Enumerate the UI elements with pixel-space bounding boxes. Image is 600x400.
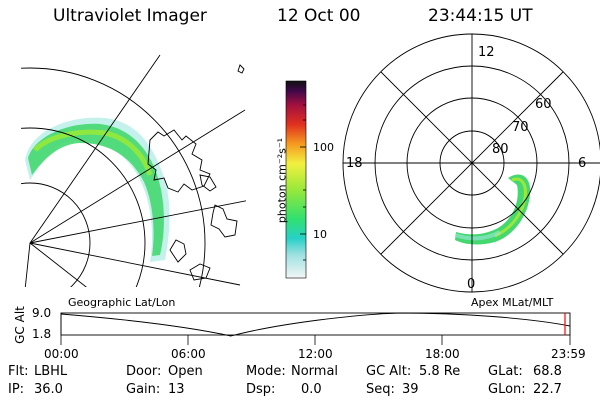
status-dsp-label: Dsp: xyxy=(246,382,276,397)
status-mode-value: Normal xyxy=(291,364,339,379)
status-glon-value: 22.7 xyxy=(533,382,562,397)
status-ip-label: IP: xyxy=(8,382,25,397)
status-glat-value: 68.8 xyxy=(533,364,562,379)
time-tick-2359: 23:59 xyxy=(551,347,586,361)
time-tick-1800: 18:00 xyxy=(425,347,460,361)
status-glat-label: GLat: xyxy=(488,364,523,379)
polar-mlt-plot xyxy=(342,33,600,293)
geographic-caption: Geographic Lat/Lon xyxy=(68,296,176,309)
magnetic-caption: Apex MLat/MLT xyxy=(471,296,554,309)
status-gcalt-label: GC Alt: xyxy=(366,364,412,379)
time-tick-0000: 00:00 xyxy=(44,347,79,361)
status-mode-label: Mode: xyxy=(246,364,286,379)
colorbar-unit-label: photon cm⁻²s⁻¹ xyxy=(275,137,289,224)
instrument-title: Ultraviolet Imager xyxy=(53,6,207,26)
status-filter-value: LBHL xyxy=(34,364,68,379)
color-scale-bar xyxy=(285,80,307,279)
altitude-tick-max: 9.0 xyxy=(32,306,52,320)
status-glon-label: GLon: xyxy=(488,382,526,397)
altitude-axis-title: GC Alt xyxy=(13,306,27,344)
time-tick-0600: 06:00 xyxy=(171,347,206,361)
status-seq-label: Seq: xyxy=(366,382,395,397)
mlat-label-80: 80 xyxy=(492,142,509,157)
observation-time: 23:44:15 UT xyxy=(428,6,533,26)
status-dsp-value: 0.0 xyxy=(301,382,322,397)
mlt-label-6: 6 xyxy=(578,156,587,171)
status-gain-value: 13 xyxy=(168,382,185,397)
altitude-tick-min: 1.8 xyxy=(32,327,52,341)
status-door-label: Door: xyxy=(126,364,162,379)
mlt-label-0: 0 xyxy=(467,277,476,292)
status-seq-value: 39 xyxy=(402,382,419,397)
observation-date: 12 Oct 00 xyxy=(277,6,361,26)
mlt-label-12: 12 xyxy=(478,45,495,60)
mlat-label-60: 60 xyxy=(535,97,552,112)
time-tick-1200: 12:00 xyxy=(298,347,333,361)
status-door-value: Open xyxy=(168,364,203,379)
status-gcalt-value: 5.8 Re xyxy=(419,364,461,379)
geographic-map xyxy=(21,54,246,287)
mlat-label-70: 70 xyxy=(512,120,529,135)
status-ip-value: 36.0 xyxy=(34,382,63,397)
status-filter-label: Flt: xyxy=(8,364,29,379)
status-gain-label: Gain: xyxy=(126,382,161,397)
colorbar-tick-100: 100 xyxy=(313,141,334,154)
altitude-plot xyxy=(60,312,571,345)
mlt-label-18: 18 xyxy=(346,156,363,171)
colorbar-tick-10: 10 xyxy=(313,228,327,241)
